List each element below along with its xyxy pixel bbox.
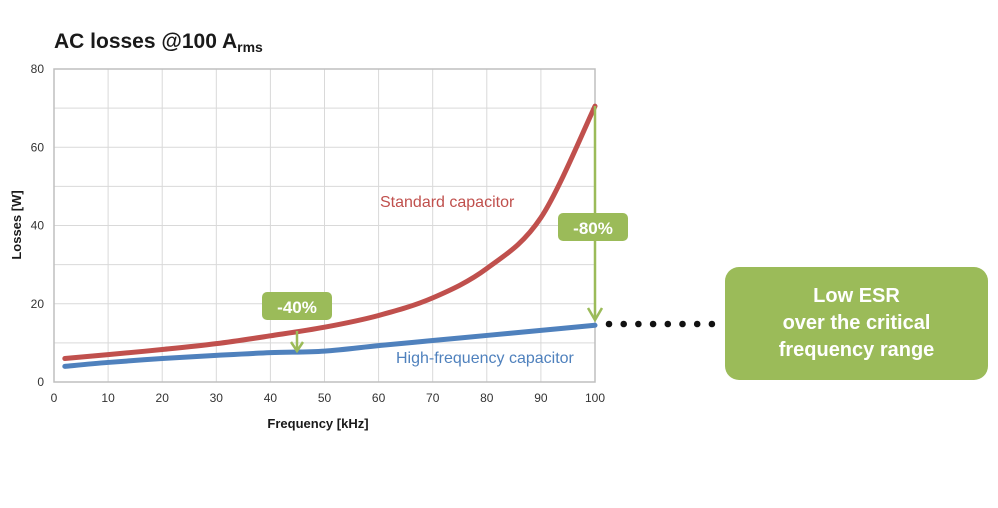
y-tick-label: 40 (31, 219, 45, 233)
chart-title: AC losses @100 Arms (54, 30, 263, 55)
reduction-80-text: -80% (573, 219, 613, 238)
dotted-connector (605, 320, 716, 328)
low-esr-callout: Low ESR over the critical frequency rang… (725, 267, 988, 380)
x-tick-label: 60 (372, 391, 386, 405)
high-frequency-capacitor-line (62, 322, 598, 369)
x-tick-label: 100 (585, 391, 605, 405)
x-tick-label: 70 (426, 391, 440, 405)
reduction-40-arrow (289, 331, 305, 354)
callout-line-2: over the critical (782, 312, 931, 334)
reduction-80-arrow (586, 106, 604, 323)
x-tick-label: 30 (210, 391, 224, 405)
x-axis-label: Frequency [kHz] (267, 416, 368, 431)
x-axis-ticks: 0 10 20 30 40 50 60 70 80 90 100 (51, 391, 606, 405)
y-tick-label: 0 (37, 375, 44, 389)
chart-title-text: AC losses @100 A (54, 30, 238, 53)
y-axis-label: Losses [W] (9, 190, 24, 259)
y-tick-label: 20 (31, 297, 45, 311)
x-tick-label: 10 (101, 391, 115, 405)
x-tick-label: 90 (534, 391, 548, 405)
reduction-80-badge: -80% (558, 213, 628, 241)
reduction-40-badge: -40% (262, 292, 332, 320)
y-tick-label: 60 (31, 140, 45, 154)
x-tick-label: 80 (480, 391, 494, 405)
x-tick-label: 20 (156, 391, 170, 405)
x-tick-label: 50 (318, 391, 332, 405)
reduction-40-text: -40% (277, 298, 317, 317)
high-frequency-capacitor-label: High-frequency capacitor (396, 350, 575, 367)
x-tick-label: 0 (51, 391, 58, 405)
callout-line-1: Low ESR (813, 285, 900, 307)
standard-capacitor-line (62, 103, 598, 362)
standard-capacitor-label: Standard capacitor (380, 194, 515, 211)
callout-line-3: frequency range (778, 339, 935, 361)
y-tick-label: 80 (31, 62, 45, 76)
x-tick-label: 40 (264, 391, 278, 405)
chart-title-subscript: rms (237, 39, 263, 55)
y-axis-ticks: 0 20 40 60 80 (31, 62, 45, 389)
